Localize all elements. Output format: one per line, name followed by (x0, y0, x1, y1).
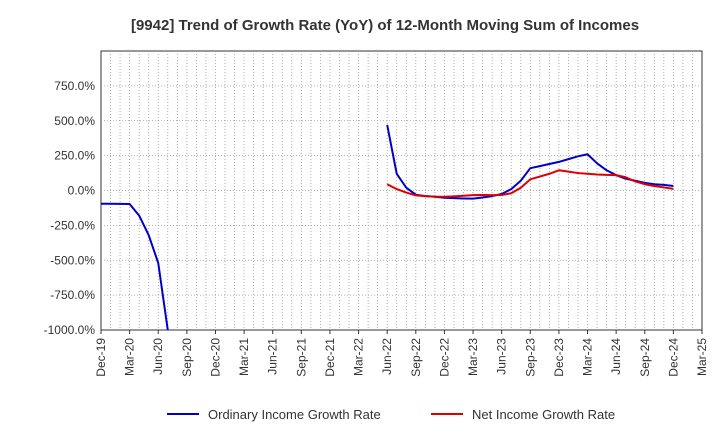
x-tick-label: Dec-19 (94, 338, 108, 377)
x-tick-label: Mar-24 (581, 338, 595, 376)
y-tick-label: -750.0% (50, 288, 95, 302)
series-layer (101, 124, 674, 330)
x-tick-label: Jun-23 (495, 338, 509, 375)
x-tick-label: Dec-24 (666, 338, 680, 377)
x-tick-label: Dec-21 (323, 338, 337, 377)
x-tick-label: Mar-21 (237, 338, 251, 376)
y-tick-label: 250.0% (54, 149, 95, 163)
y-tick-label: 750.0% (54, 79, 95, 93)
x-axis: Dec-19 Mar-20 Jun-20 Sep-20 Dec-20 Mar-21 Jun-… (94, 330, 709, 377)
series-line-2 (386, 169, 674, 198)
x-tick-label: Mar-23 (466, 338, 480, 376)
x-tick-label: Sep-24 (638, 338, 652, 377)
x-tick-label: Mar-22 (352, 338, 366, 376)
y-tick-label: 500.0% (54, 114, 95, 128)
x-tick-label: Jun-24 (609, 338, 623, 375)
x-tick-label: Mar-25 (695, 338, 709, 376)
legend-label-2: Net Income Growth Rate (472, 407, 615, 422)
x-tick-label: Sep-23 (523, 338, 537, 377)
x-tick-label: Jun-20 (151, 338, 165, 375)
legend: Ordinary Income Growth Rate Net Income Gr… (167, 407, 615, 422)
legend-label-1: Ordinary Income Growth Rate (208, 407, 381, 422)
y-axis: -1000.0% -750.0% -500.0% -250.0% 0.0% 250.0% 5… (44, 79, 96, 337)
y-tick-label: -250.0% (50, 218, 95, 232)
y-tick-label: 0.0% (68, 184, 96, 198)
x-tick-label: Dec-20 (208, 338, 222, 377)
chart-title: [9942] Trend of Growth Rate (YoY) of 12-… (131, 17, 639, 34)
x-tick-label: Mar-20 (123, 338, 137, 376)
y-tick-label: -1000.0% (44, 323, 96, 337)
series-line-1 (101, 202, 169, 330)
y-tick-label: -500.0% (50, 253, 95, 267)
x-tick-label: Sep-20 (180, 338, 194, 377)
x-tick-label: Sep-21 (294, 338, 308, 377)
x-tick-label: Jun-22 (380, 338, 394, 375)
x-tick-label: Jun-21 (266, 338, 280, 375)
x-tick-label: Dec-23 (552, 338, 566, 377)
x-tick-label: Sep-22 (409, 338, 423, 377)
x-tick-label: Dec-22 (437, 338, 451, 377)
